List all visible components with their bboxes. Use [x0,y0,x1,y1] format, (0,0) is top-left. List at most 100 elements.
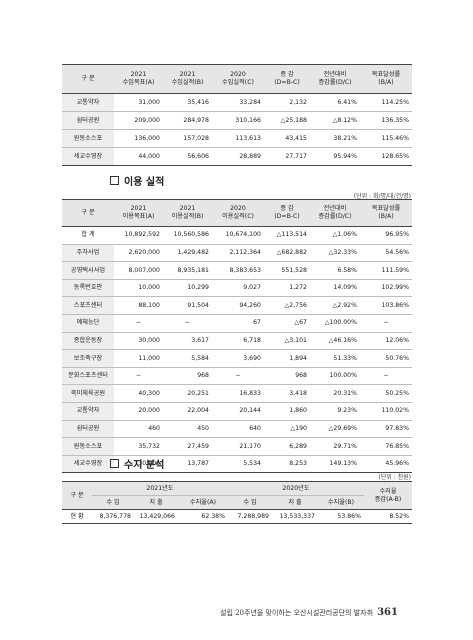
cell: △100.00% [310,314,360,333]
row-label: 원동소스포 [62,129,114,148]
cell: △2,756 [264,296,310,315]
balance-unit-label: (단위 : 천원) [378,474,411,481]
cell: 2,132 [264,93,310,112]
cell: △46.16% [310,332,360,351]
row-label: 종합운동장 [62,332,114,351]
header-cell: 목표달성률 (B/A) [360,199,412,227]
cell: 29.71% [310,437,360,456]
cell: △32.33% [310,244,360,263]
cell: 2,620,000 [114,244,163,263]
cell: 50.25% [360,384,412,403]
cell: 10,892,592 [114,226,163,245]
cell: 110.02% [360,402,412,421]
cell: 968 [163,367,212,386]
table-row: 주차사업 2,620,000 1,429,482 2,112,364 △682,882 △… [62,244,412,263]
row-label: 쉼터공원 [62,111,114,130]
cell: 10,000 [114,279,163,298]
cell: 8,007,000 [114,261,163,280]
header-cell: 수지율(A) [178,495,228,510]
cell: 968 [264,367,310,386]
cell: 13,787 [163,455,212,474]
balance-table: 구 분 2021년도 2020년도 수지율 증감(A-B) 수 입 지 출 수지율… [62,481,412,524]
cell: △67 [264,314,310,333]
header-cell: 증 감 (D=B-C) [264,64,310,94]
row-label: 예체능단 [62,314,114,333]
cell: △2.92% [310,296,360,315]
cell: 56,606 [163,147,212,166]
cell: 115.46% [360,129,412,148]
cell: 103.86% [360,296,412,315]
cell: △8.12% [310,111,360,130]
cell: 157,028 [163,129,212,148]
cell: 640 [212,420,264,439]
table-row: 교통약자 20,000 22,004 20,144 1,860 9.23% 110.02% [62,402,412,421]
cell: 95.94% [310,147,360,166]
table-row: 보조축구장 11,000 5,584 3,690 1,894 51.33% 50.76% [62,349,412,368]
row-label: 교통약자 [62,402,114,421]
table-row: 세교수영장 30,000 13,787 5,534 8,253 149.13% 45.96% [62,455,412,474]
table-row: 동록번호판 10,000 10,299 9,027 1,272 14.09% 102.99% [62,279,412,298]
table-row: 공영택시사업 8,007,000 8,935,181 8,383,653 551,528… [62,261,412,280]
row-label: 죽미체육공원 [62,384,114,403]
cell: 27,717 [264,147,310,166]
table-row: 종합운동장 30,000 3,617 6,718 △3,101 △46.16% 12.06% [62,332,412,351]
cell: 51.33% [310,349,360,368]
cell: 97.83% [360,420,412,439]
cell: 76.85% [360,437,412,456]
cell: − [212,367,264,386]
cell: 136.35% [360,111,412,130]
cell: 3,418 [264,384,310,403]
cell: 10,299 [163,279,212,298]
header-cell: 지 출 [272,495,318,510]
balance-table-header-top: 구 분 2021년도 2020년도 수지율 증감(A-B) [62,481,412,510]
cell: 96.95% [360,226,412,245]
cell: 3,690 [212,349,264,368]
cell: 21,170 [212,437,264,456]
table-row: 현 황 8,376,778 13,429,066 62.38% 7,288,98… [62,509,412,524]
table-row: 합 계 10,892,592 10,560,586 10,674,100 △113,51… [62,226,412,245]
cell: 1,860 [264,402,310,421]
cell: 284,978 [163,111,212,130]
cell: 67 [212,314,264,333]
square-bullet-icon [110,176,119,185]
cell: 30,000 [114,455,163,474]
row-label: 쉼터공원 [62,420,114,439]
revenue-table-header: 구 분 2021 수입목표(A) 2021 수입실적(B) 2020 수입실적(C) … [62,64,412,94]
cell: − [360,367,412,386]
header-cell: 2021년도 [92,481,228,496]
cell: − [163,314,212,333]
cell: △1.06% [310,226,360,245]
cell: 1,429,482 [163,244,212,263]
header-cell: 수지율 증감(A-B) [364,481,412,510]
cell: 8,383,653 [212,261,264,280]
cell: 20,251 [163,384,212,403]
cell: 35,732 [114,437,163,456]
cell: △190 [264,420,310,439]
cell: 8,253 [264,455,310,474]
header-cell: 목표달성률 (B/A) [360,64,412,94]
cell: 88,100 [114,296,163,315]
usage-unit-label: (단위 : 회/명/대/건/명) [353,193,411,200]
cell: 45.96% [360,455,412,474]
cell: 20.31% [310,384,360,403]
cell: 22,004 [163,402,212,421]
cell: 209,000 [114,111,163,130]
table-row: 원동소스포 136,000 157,028 113,613 43,415 38.21% 11… [62,129,412,148]
cell: 91,504 [163,296,212,315]
usage-table-header: 구 분 2021 이용목표(A) 2021 이용실적(B) 2020 이용실적(C) … [62,199,412,227]
cell: 113,613 [212,129,264,148]
header-cell: 2021 수입실적(B) [163,64,212,94]
section-title-usage: 이용 실적 [110,173,164,188]
cell: 30,000 [114,332,163,351]
cell: 53.86% [318,509,364,524]
cell: 5,534 [212,455,264,474]
cell: 114.25% [360,93,412,112]
header-cell: 수지율(B) [318,495,364,510]
cell: 551,528 [264,261,310,280]
cell: 100.00% [310,367,360,386]
cell: 50.76% [360,349,412,368]
row-label: 주차사업 [62,244,114,263]
cell: − [114,367,163,386]
row-label: 합 계 [62,226,114,245]
header-cell: 구 분 [62,481,92,510]
